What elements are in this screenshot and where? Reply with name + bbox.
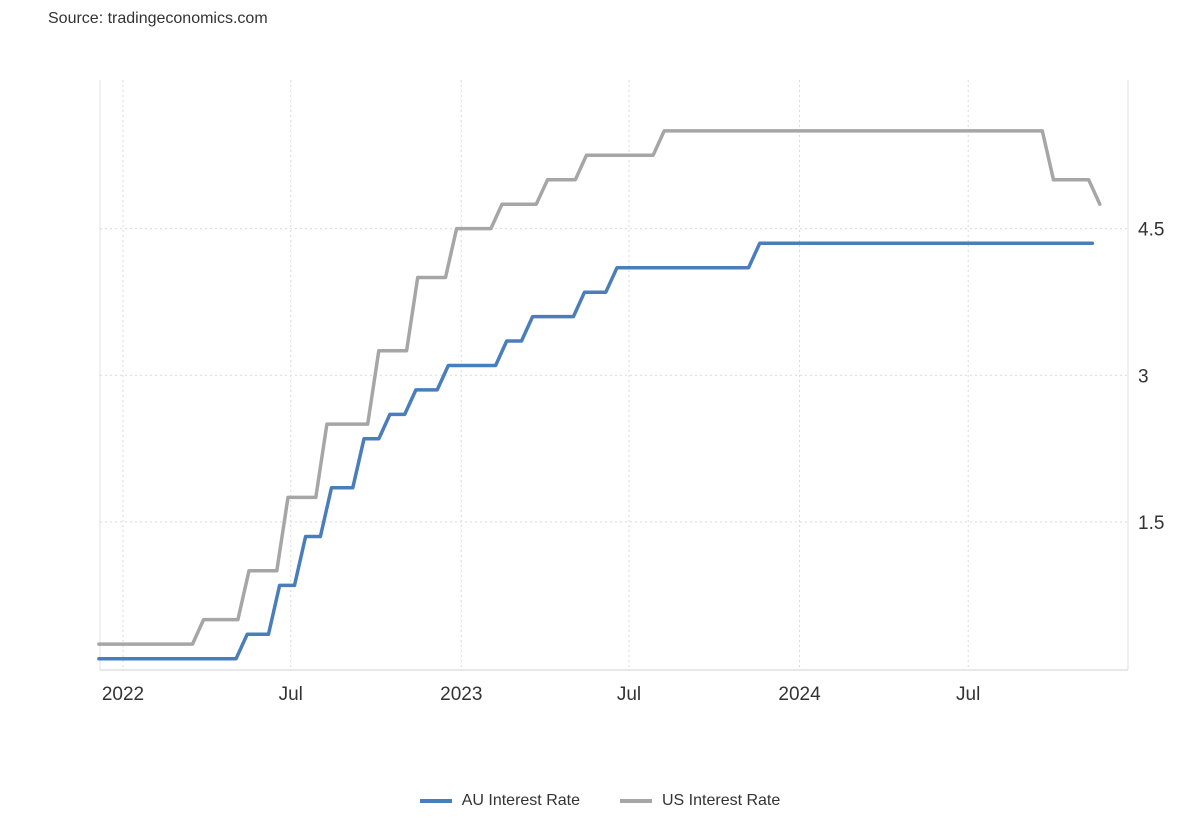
x-tick-label: Jul bbox=[617, 684, 641, 705]
legend-swatch-us bbox=[620, 799, 652, 803]
x-tick-label: 2023 bbox=[440, 684, 482, 705]
x-tick-label: Jul bbox=[956, 684, 980, 705]
y-tick-label: 3 bbox=[1138, 366, 1149, 387]
y-tick-label: 4.5 bbox=[1138, 220, 1164, 241]
y-tick-label: 1.5 bbox=[1138, 513, 1164, 534]
x-tick-label: 2024 bbox=[778, 684, 821, 705]
legend-label-au: AU Interest Rate bbox=[461, 792, 580, 809]
legend-swatch-au bbox=[419, 799, 452, 803]
tick-labels: 2022 Jul 2023 Jul 2024 Jul 1.5 3 4.5 bbox=[102, 220, 1165, 705]
series-line-us bbox=[97, 129, 1102, 646]
legend: AU Interest Rate US Interest Rate bbox=[0, 792, 1200, 810]
x-tick-label: 2022 bbox=[102, 684, 144, 705]
axes bbox=[99, 80, 1129, 671]
x-tick-label: Jul bbox=[279, 684, 303, 705]
legend-label-us: US Interest Rate bbox=[662, 792, 781, 809]
source-label: Source: tradingeconomics.com bbox=[48, 10, 268, 27]
grid bbox=[100, 80, 1128, 670]
series-line-au bbox=[97, 241, 1095, 661]
series-lines bbox=[97, 129, 1102, 661]
legend-item-au[interactable]: AU Interest Rate bbox=[419, 792, 580, 810]
legend-item-us[interactable]: US Interest Rate bbox=[620, 792, 780, 810]
